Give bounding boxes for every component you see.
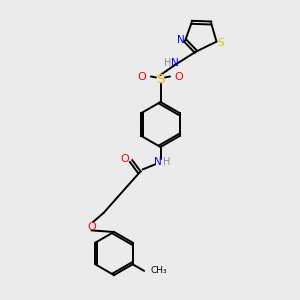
Text: S: S xyxy=(156,73,165,86)
Text: N: N xyxy=(154,157,162,167)
Text: O: O xyxy=(137,71,146,82)
Text: H: H xyxy=(164,58,171,68)
Text: O: O xyxy=(120,154,129,164)
Text: N: N xyxy=(171,58,179,68)
Text: N: N xyxy=(177,35,184,45)
Text: H: H xyxy=(163,157,170,167)
Text: S: S xyxy=(218,38,224,48)
Text: CH₃: CH₃ xyxy=(151,266,167,275)
Text: O: O xyxy=(87,221,96,232)
Text: O: O xyxy=(175,71,184,82)
